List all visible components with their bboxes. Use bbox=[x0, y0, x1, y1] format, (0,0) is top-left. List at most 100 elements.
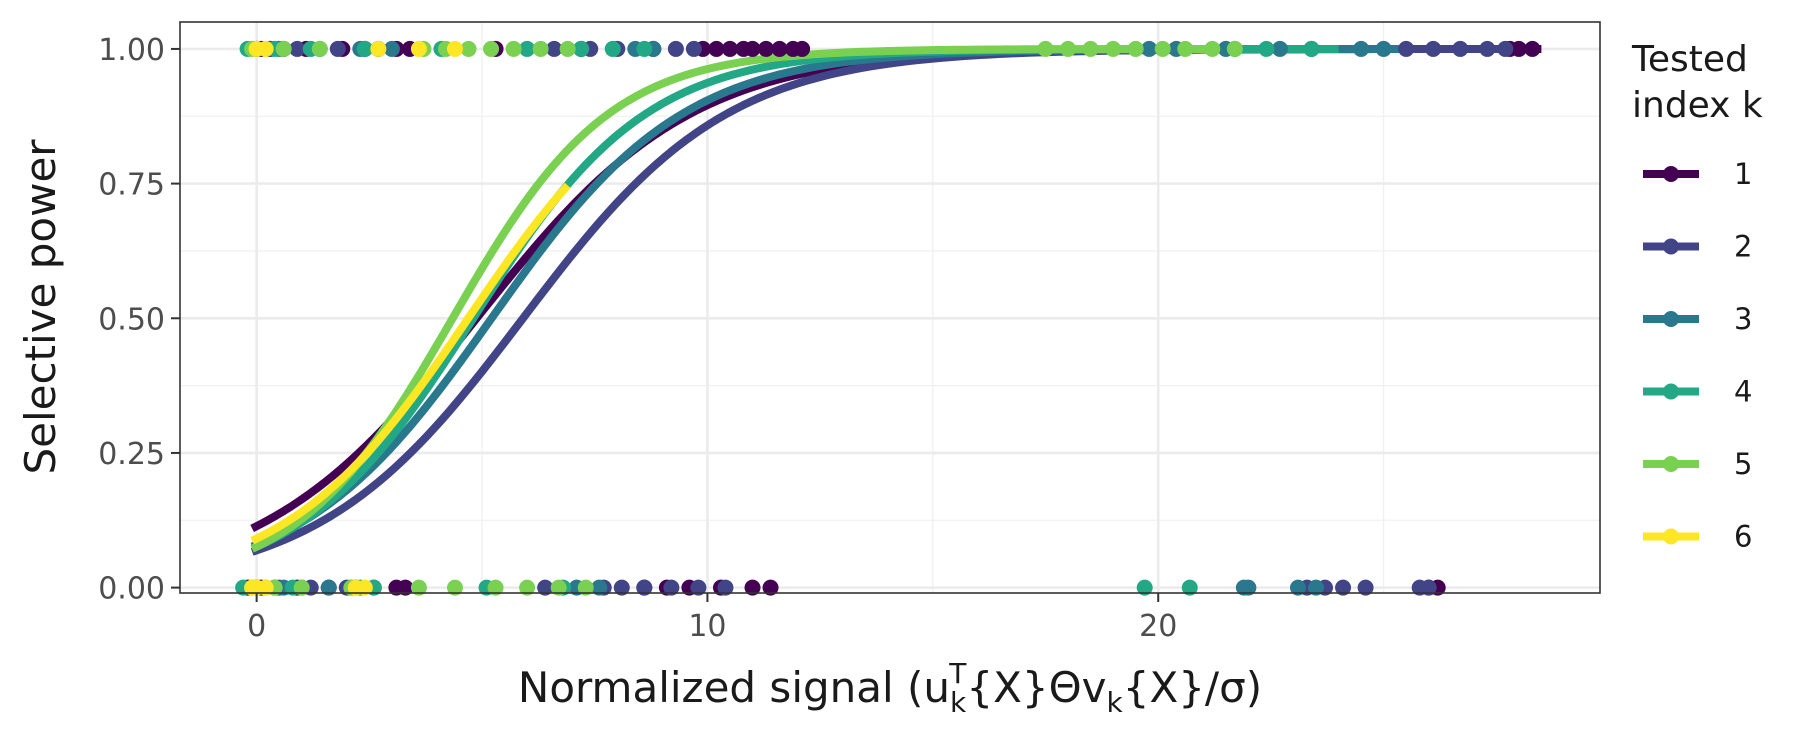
series-3-point bbox=[1289, 579, 1306, 596]
series-1-point bbox=[1510, 40, 1527, 57]
series-3-point bbox=[1375, 40, 1392, 57]
series-2-point bbox=[1497, 40, 1514, 57]
series-6-point bbox=[356, 579, 373, 596]
legend-label-4: 4 bbox=[1734, 375, 1752, 409]
series-2-point bbox=[636, 579, 653, 596]
series-2-point bbox=[667, 40, 684, 57]
series-4-point bbox=[1136, 579, 1153, 596]
series-6-point bbox=[257, 40, 274, 57]
series-3-point bbox=[591, 579, 608, 596]
series-4-point bbox=[573, 40, 590, 57]
legend-label-2: 2 bbox=[1734, 230, 1752, 264]
data-points bbox=[235, 40, 1541, 596]
y-axis: 0.00 0.25 0.50 0.75 1.00 bbox=[98, 33, 180, 607]
series-6-point bbox=[446, 40, 463, 57]
series-1-point bbox=[744, 40, 761, 57]
series-1-point bbox=[708, 40, 725, 57]
legend-key-6-point bbox=[1663, 528, 1679, 545]
y-tick-label: 0.25 bbox=[98, 437, 165, 472]
series-5-point bbox=[1105, 40, 1122, 57]
series-1-point bbox=[744, 579, 761, 596]
series-5-point bbox=[550, 579, 567, 596]
legend-key-4-point bbox=[1663, 383, 1679, 400]
series-5-point bbox=[1060, 40, 1077, 57]
panel-border bbox=[179, 21, 1601, 594]
x-tick-label: 0 bbox=[247, 609, 266, 644]
legend-key-2-point bbox=[1663, 238, 1679, 255]
legend-label-5: 5 bbox=[1734, 447, 1752, 481]
series-5-point bbox=[559, 40, 576, 57]
series-5-point bbox=[410, 579, 427, 596]
x-tick-label: 10 bbox=[688, 609, 726, 644]
series-2-point bbox=[717, 579, 734, 596]
series-5-point bbox=[1037, 40, 1054, 57]
series-5-point bbox=[275, 40, 292, 57]
series-2-point bbox=[690, 579, 707, 596]
series-2-point bbox=[1479, 40, 1496, 57]
series-5-point bbox=[1127, 40, 1144, 57]
y-axis-title: Selective power bbox=[16, 139, 65, 475]
legend-title-line-1: Tested bbox=[1631, 39, 1748, 80]
y-tick-label: 1.00 bbox=[98, 33, 165, 68]
series-5-point bbox=[446, 579, 463, 596]
series-4-point bbox=[604, 40, 621, 57]
series-3-point bbox=[1271, 40, 1288, 57]
series-6-curve bbox=[250, 182, 571, 545]
series-1-point bbox=[397, 579, 414, 596]
series-4-point bbox=[1181, 579, 1198, 596]
legend-keys: 1 2 3 4 5 6 bbox=[1643, 157, 1752, 554]
series-2-point bbox=[1420, 579, 1437, 596]
series-2-point bbox=[613, 579, 630, 596]
series-1-point bbox=[721, 40, 738, 57]
x-axis-title: Normalized signal (ukT{X}Θvk{X}/σ) bbox=[518, 657, 1262, 719]
series-4-point bbox=[356, 40, 373, 57]
series-6-point bbox=[257, 579, 274, 596]
series-4-point bbox=[1258, 40, 1275, 57]
legend-key-5-point bbox=[1663, 456, 1679, 472]
series-2-point bbox=[663, 579, 680, 596]
series-2-point bbox=[546, 40, 563, 57]
legend-title-line-2: index k bbox=[1632, 85, 1763, 126]
legend-label-1: 1 bbox=[1734, 157, 1752, 191]
series-5-point bbox=[311, 40, 328, 57]
legend-label-6: 6 bbox=[1734, 520, 1752, 554]
series-4-point bbox=[519, 40, 536, 57]
panel-background bbox=[180, 22, 1600, 593]
series-3-point bbox=[1240, 579, 1257, 596]
series-6-point bbox=[370, 40, 387, 57]
series-5-point bbox=[1177, 40, 1194, 57]
series-5-point bbox=[1154, 40, 1171, 57]
series-4-point bbox=[636, 40, 653, 57]
series-2-point bbox=[1425, 40, 1442, 57]
series-5-point bbox=[532, 40, 549, 57]
y-tick-label: 0.50 bbox=[98, 302, 165, 337]
series-1-point bbox=[758, 40, 775, 57]
series-5-point bbox=[577, 579, 594, 596]
series-5-point bbox=[1226, 40, 1243, 57]
series-1-point bbox=[1524, 40, 1541, 57]
series-2-point bbox=[1452, 40, 1469, 57]
series-5-point bbox=[483, 40, 500, 57]
legend-key-3-point bbox=[1663, 311, 1679, 327]
series-1-point bbox=[771, 40, 788, 57]
series-5-point bbox=[1204, 40, 1221, 57]
legend: Tested index k 1 2 3 4 5 6 bbox=[1631, 39, 1763, 554]
series-4-point bbox=[1303, 40, 1320, 57]
series-3-point bbox=[383, 40, 400, 57]
series-2-point bbox=[1335, 579, 1352, 596]
series-5-point bbox=[487, 579, 504, 596]
legend-key-1-point bbox=[1663, 166, 1679, 182]
series-5-point bbox=[1082, 40, 1099, 57]
x-tick-label: 20 bbox=[1139, 609, 1177, 644]
series-2-point bbox=[1398, 40, 1415, 57]
legend-label-3: 3 bbox=[1734, 302, 1752, 336]
series-2-point bbox=[289, 40, 306, 57]
series-5-point bbox=[293, 579, 310, 596]
series-5-point bbox=[460, 40, 477, 57]
series-5-point bbox=[519, 579, 536, 596]
series-2-point bbox=[329, 40, 346, 57]
series-2-point bbox=[1357, 579, 1374, 596]
series-3-point bbox=[1141, 40, 1158, 57]
series-5-point bbox=[505, 40, 522, 57]
